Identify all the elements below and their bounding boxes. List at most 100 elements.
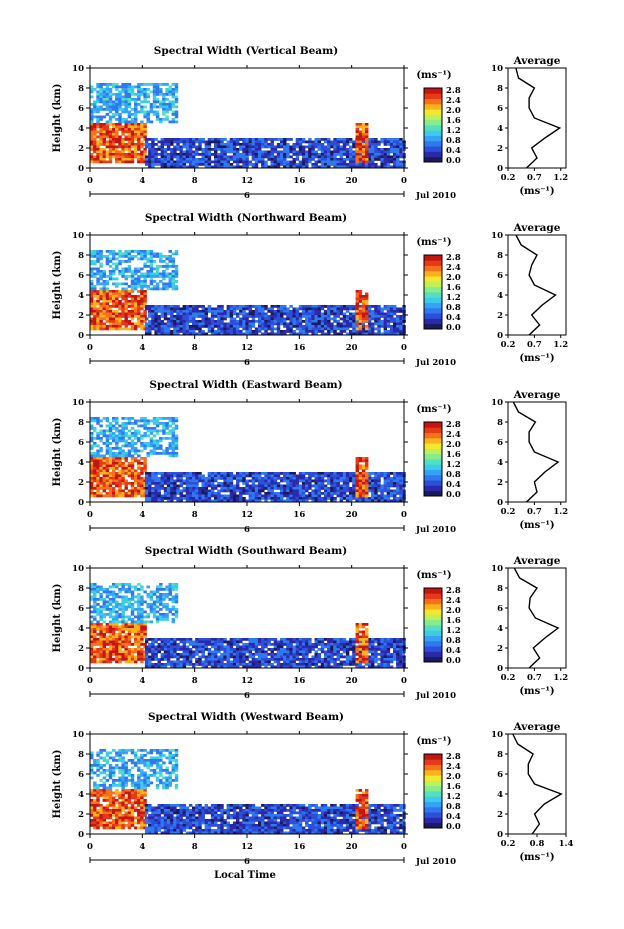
heatmap-cell — [204, 477, 209, 480]
heatmap-cell — [317, 325, 322, 328]
heatmap-cell — [361, 477, 366, 480]
heatmap-cell — [270, 332, 274, 336]
heatmap-cell — [112, 317, 116, 321]
heatmap-cell — [121, 653, 125, 656]
heatmap-cell — [283, 499, 287, 503]
heatmap-cell — [174, 90, 179, 94]
heatmap-cell — [380, 489, 384, 493]
heatmap-cell — [367, 325, 372, 328]
heatmap-cell — [174, 447, 179, 450]
heatmap-cell — [254, 138, 259, 141]
heatmap-cell — [102, 417, 107, 420]
heatmap-cell — [399, 327, 403, 331]
heatmap-cell — [159, 444, 163, 448]
heatmap-cell — [115, 135, 119, 139]
heatmap-cell — [185, 325, 190, 328]
heatmap-cell — [223, 322, 227, 326]
heatmap-cell — [90, 477, 94, 480]
heatmap-cell — [258, 155, 262, 159]
heatmap-cell — [143, 265, 147, 268]
heatmap-cell — [358, 312, 363, 316]
heatmap-cell — [283, 165, 287, 169]
heatmap-cell — [201, 474, 205, 478]
heatmap-cell — [333, 305, 337, 308]
heatmap-cell — [254, 143, 259, 146]
heatmap-cell — [301, 160, 306, 164]
heatmap-cell — [112, 464, 116, 468]
heatmap-cell — [112, 100, 116, 104]
heatmap-cell — [261, 487, 265, 490]
heatmap-cell — [261, 153, 265, 156]
heatmap-cell — [112, 297, 116, 301]
heatmap-cell — [314, 145, 318, 149]
heatmap-cell — [245, 138, 249, 141]
heatmap-cell — [273, 497, 278, 500]
heatmap-cell — [93, 140, 97, 144]
heatmap-cell — [188, 145, 193, 149]
heatmap-cell — [301, 310, 306, 313]
heatmap-cell — [173, 315, 177, 318]
heatmap-cell — [367, 312, 372, 316]
heatmap-cell — [254, 315, 259, 318]
heatmap-cell — [254, 150, 259, 154]
average-profile-line — [512, 401, 560, 503]
heatmap-cell — [105, 648, 110, 651]
heatmap-cell — [99, 270, 103, 273]
heatmap-cell — [214, 494, 218, 498]
heatmap-cell — [323, 148, 328, 151]
heatmap-cell — [198, 305, 202, 308]
heatmap-cell — [311, 474, 315, 478]
heatmap-cell — [121, 452, 125, 455]
heatmap-cell — [371, 160, 375, 164]
heatmap-cell — [179, 140, 183, 144]
heatmap-cell — [148, 489, 152, 493]
heatmap-cell — [371, 484, 375, 488]
heatmap-cell — [160, 148, 165, 151]
heatmap-cell — [201, 158, 205, 161]
heatmap-cell — [365, 135, 369, 139]
heatmap-cell — [220, 320, 224, 323]
heatmap-cell — [143, 262, 147, 266]
heatmap-cell — [102, 98, 107, 101]
heatmap-cell — [383, 327, 388, 331]
heatmap-cell — [115, 429, 119, 433]
heatmap-cell — [108, 628, 113, 631]
heatmap-cell — [258, 310, 262, 313]
heatmap-cell — [327, 315, 331, 318]
heatmap-cell — [248, 494, 253, 498]
heatmap-cell — [140, 653, 144, 656]
heatmap-cell — [179, 310, 183, 313]
heatmap-cell — [168, 452, 172, 455]
heatmap-cell — [276, 325, 281, 328]
heatmap-cell — [207, 165, 212, 169]
heatmap-cell — [289, 472, 293, 475]
heatmap-cell — [102, 138, 107, 141]
heatmap-cell — [223, 150, 227, 154]
colorbar-tick-label: 2.4 — [446, 96, 461, 106]
heatmap-cell — [118, 260, 122, 263]
heatmap-cell — [236, 307, 240, 311]
heatmap-cell — [371, 489, 375, 493]
heatmap-cell — [99, 100, 103, 104]
heatmap-cell — [251, 487, 256, 490]
heatmap-cell — [254, 327, 259, 331]
heatmap-cell — [102, 275, 107, 278]
heatmap-cell — [308, 474, 312, 478]
heatmap-cell — [146, 260, 150, 263]
heatmap-cell — [151, 148, 155, 151]
heatmap-cell — [99, 123, 103, 126]
heatmap-cell — [137, 633, 141, 636]
heatmap-cell — [298, 484, 303, 488]
heatmap-cell — [195, 145, 199, 149]
heatmap-cell — [204, 332, 209, 336]
heatmap-cell — [137, 143, 141, 146]
heatmap-cell — [148, 472, 152, 475]
heatmap-cell — [124, 484, 128, 488]
heatmap-cell — [171, 103, 176, 106]
heatmap-cell — [118, 93, 122, 96]
heatmap-cell — [248, 143, 253, 146]
heatmap-cell — [330, 472, 334, 475]
heatmap-cell — [396, 153, 400, 156]
heatmap-cell — [223, 312, 227, 316]
heatmap-cell — [264, 325, 268, 328]
